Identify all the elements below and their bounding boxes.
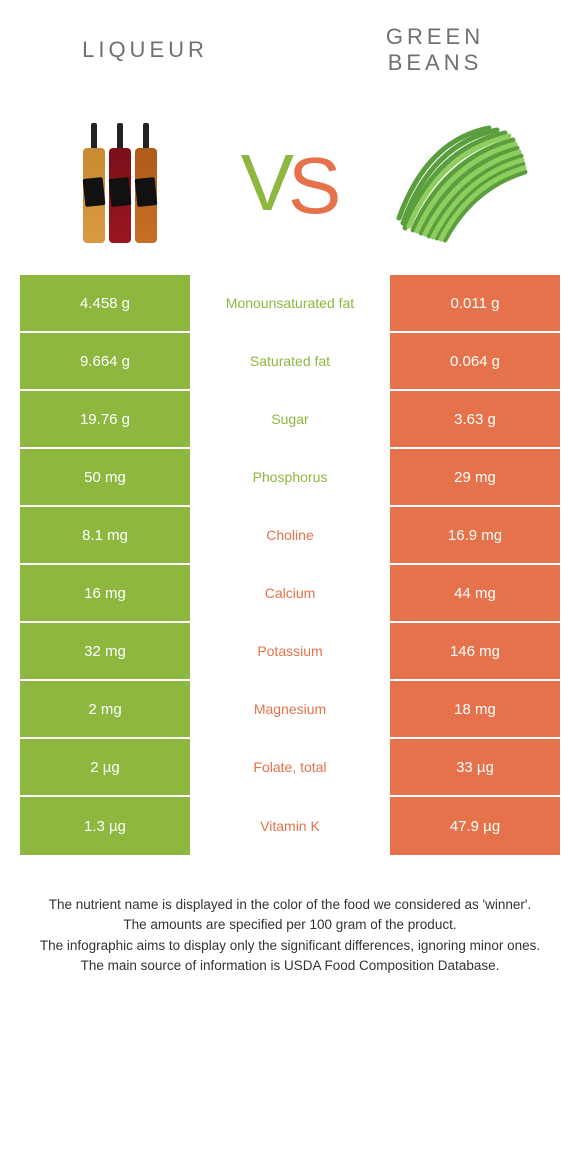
footer-notes: The nutrient name is displayed in the co… [0,855,580,976]
table-row: 8.1 mgCholine16.9 mg [20,507,560,565]
liqueur-image [20,110,220,255]
vs-v: V [241,137,292,229]
footer-line: The infographic aims to display only the… [30,936,550,956]
left-value: 50 mg [20,449,190,505]
header-left-title: LIQUEUR [0,0,290,100]
nutrient-name: Phosphorus [190,449,390,505]
left-value: 2 mg [20,681,190,737]
table-row: 2 µgFolate, total33 µg [20,739,560,797]
table-row: 50 mgPhosphorus29 mg [20,449,560,507]
table-row: 9.664 gSaturated fat0.064 g [20,333,560,391]
right-value: 29 mg [390,449,560,505]
table-row: 1.3 µgVitamin K47.9 µg [20,797,560,855]
left-value: 2 µg [20,739,190,795]
green-beans-image [360,110,560,255]
left-value: 8.1 mg [20,507,190,563]
nutrient-name: Vitamin K [190,797,390,855]
nutrient-name: Monounsaturated fat [190,275,390,331]
header-right-title: GREENBEANS [290,0,580,100]
right-value: 44 mg [390,565,560,621]
right-value: 47.9 µg [390,797,560,855]
header: LIQUEUR GREENBEANS [0,0,580,100]
nutrient-name: Potassium [190,623,390,679]
footer-line: The nutrient name is displayed in the co… [30,895,550,915]
right-value: 33 µg [390,739,560,795]
right-value: 16.9 mg [390,507,560,563]
images-row: VS [0,100,580,275]
right-value: 146 mg [390,623,560,679]
nutrient-name: Calcium [190,565,390,621]
vs-label: VS [220,134,360,232]
footer-line: The amounts are specified per 100 gram o… [30,915,550,935]
table-row: 32 mgPotassium146 mg [20,623,560,681]
nutrient-name: Choline [190,507,390,563]
left-value: 9.664 g [20,333,190,389]
table-row: 19.76 gSugar3.63 g [20,391,560,449]
right-value: 0.011 g [390,275,560,331]
left-value: 16 mg [20,565,190,621]
footer-line: The main source of information is USDA F… [30,956,550,976]
nutrient-name: Saturated fat [190,333,390,389]
table-row: 16 mgCalcium44 mg [20,565,560,623]
vs-s: S [288,140,339,232]
table-row: 2 mgMagnesium18 mg [20,681,560,739]
left-value: 1.3 µg [20,797,190,855]
nutrient-name: Sugar [190,391,390,447]
table-row: 4.458 gMonounsaturated fat0.011 g [20,275,560,333]
nutrient-name: Magnesium [190,681,390,737]
left-value: 19.76 g [20,391,190,447]
left-value: 4.458 g [20,275,190,331]
nutrient-name: Folate, total [190,739,390,795]
right-value: 0.064 g [390,333,560,389]
left-value: 32 mg [20,623,190,679]
right-value: 3.63 g [390,391,560,447]
comparison-table: 4.458 gMonounsaturated fat0.011 g9.664 g… [20,275,560,855]
right-value: 18 mg [390,681,560,737]
